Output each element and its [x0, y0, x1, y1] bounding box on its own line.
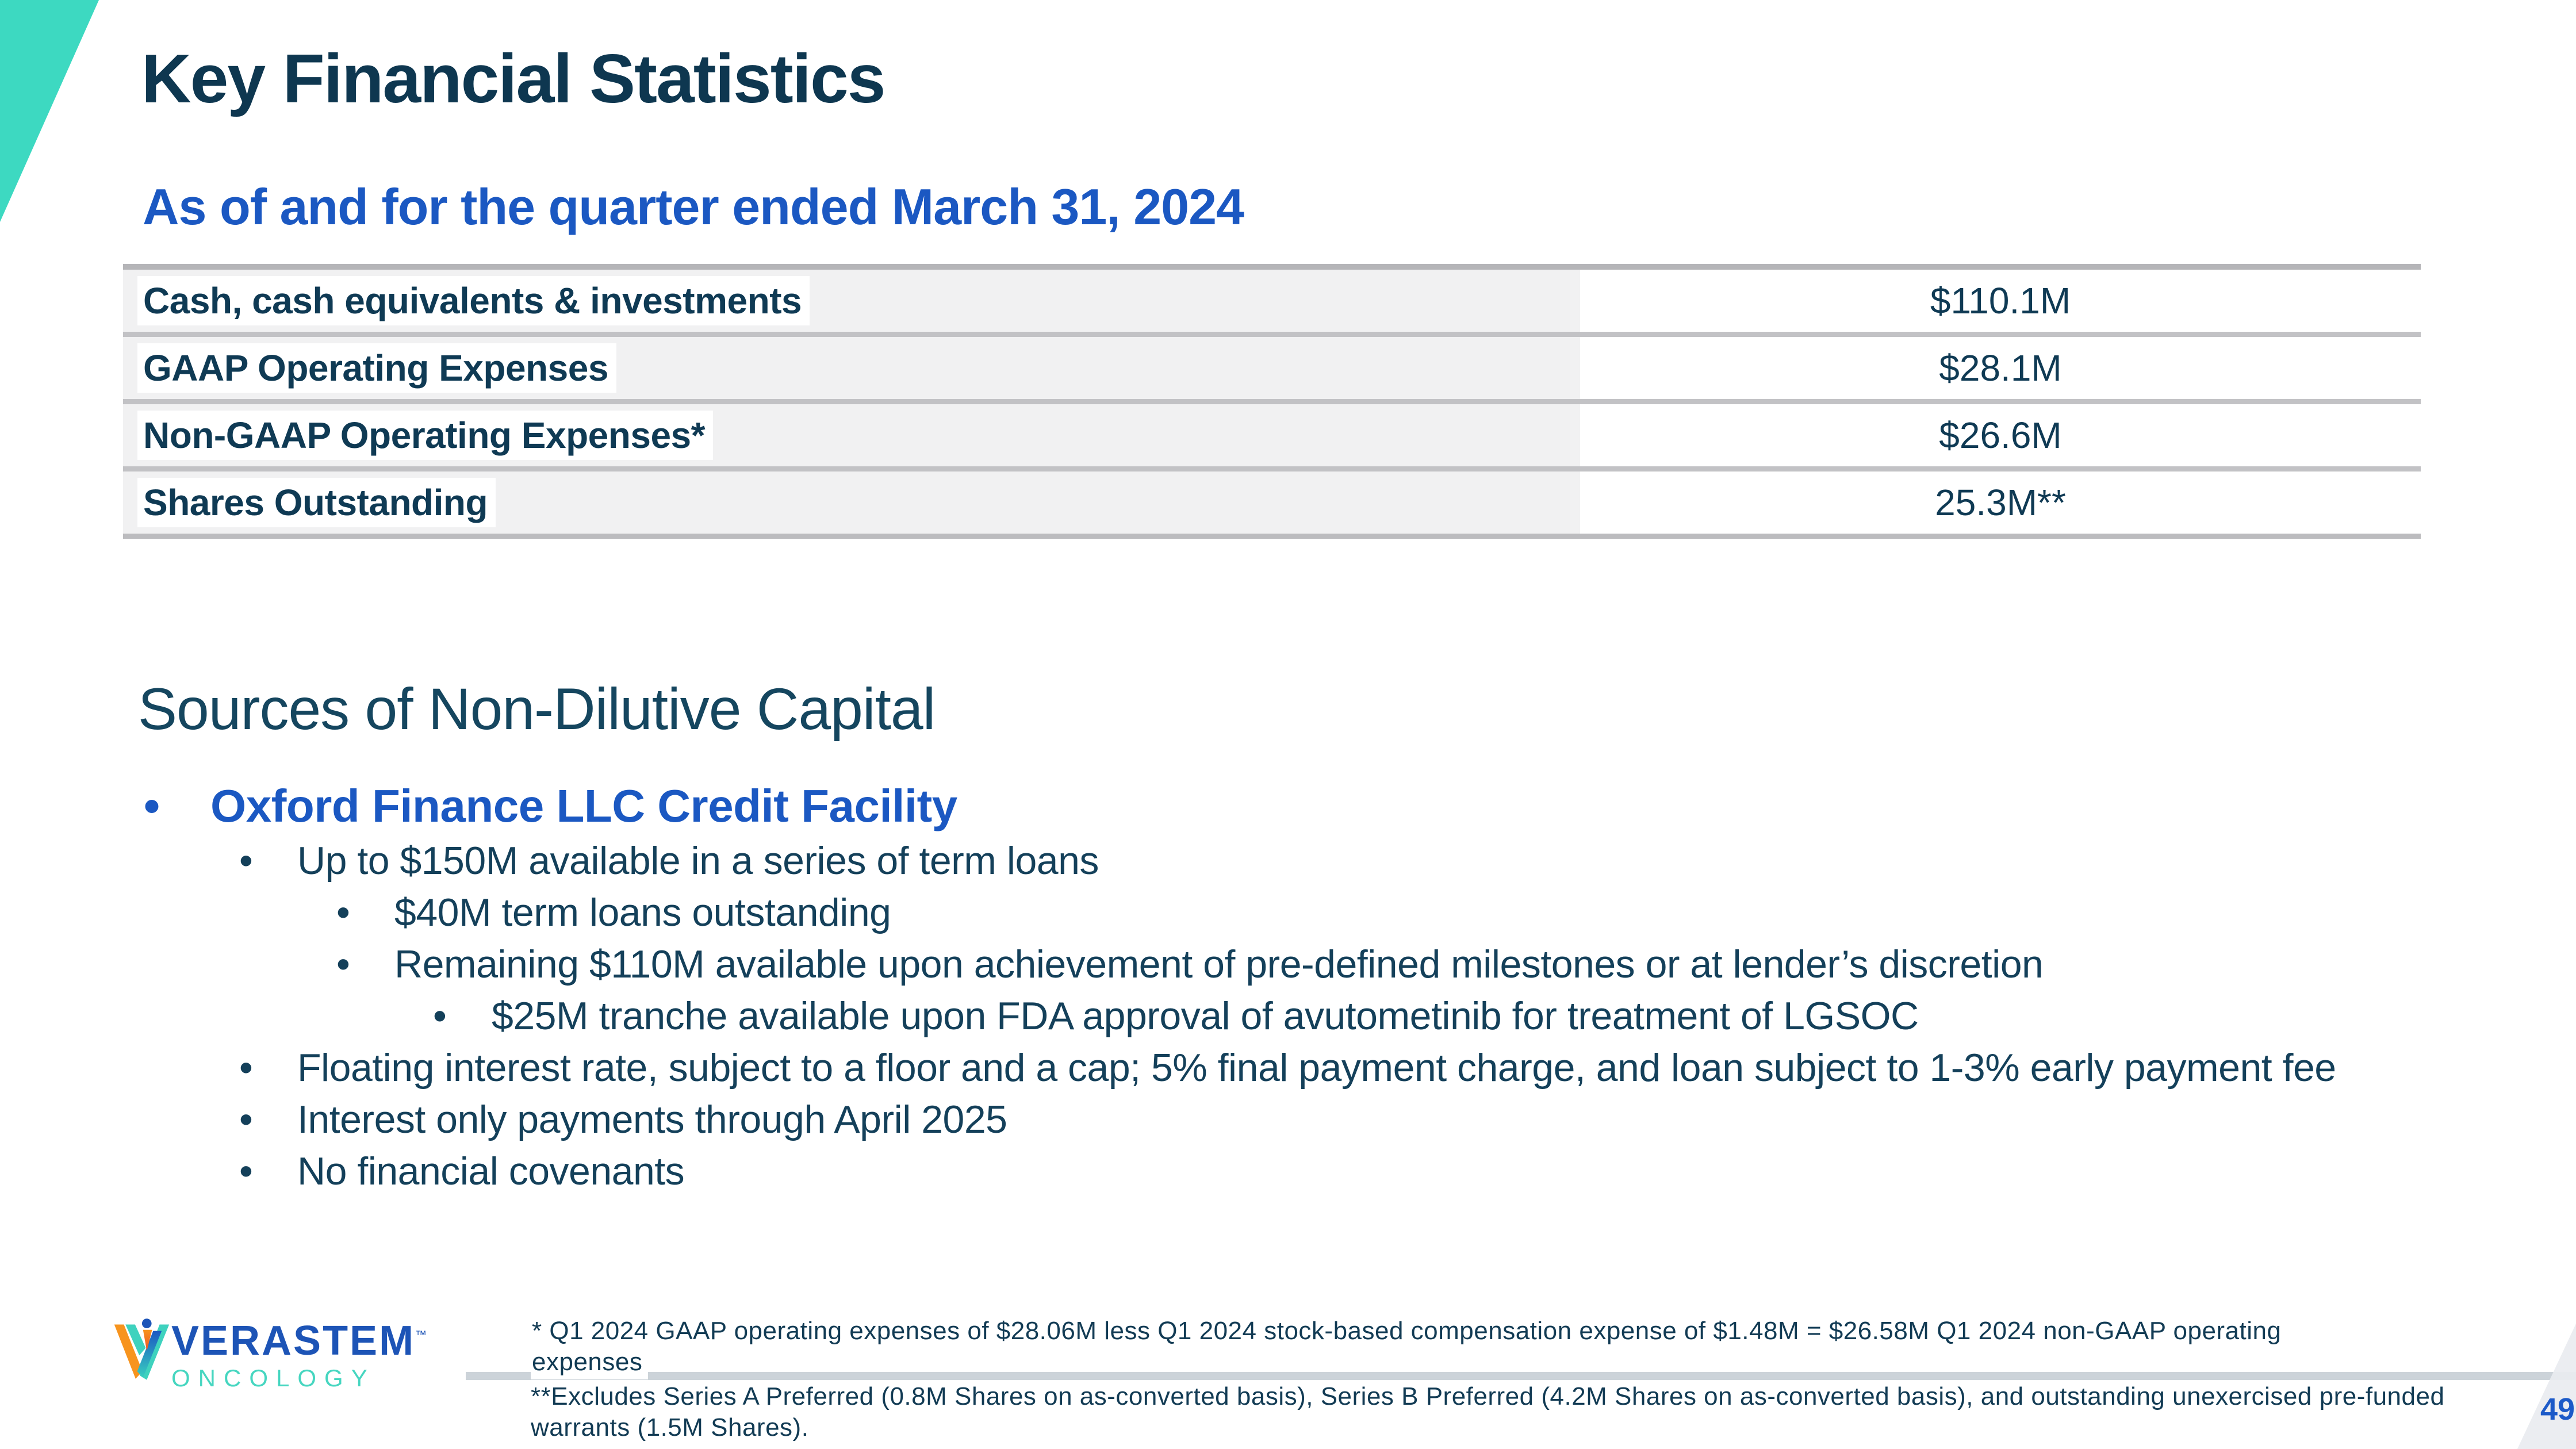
verastem-v-mark-icon [113, 1316, 170, 1386]
bullet-text: Floating interest rate, subject to a flo… [297, 1046, 2336, 1090]
table-row-cash: Cash, cash equivalents & investments $11… [123, 270, 2421, 337]
footnote-non-gaap-reconciliation: * Q1 2024 GAAP operating expenses of $28… [531, 1316, 2287, 1379]
trademark-symbol: ™ [415, 1329, 427, 1341]
table-row-label: Cash, cash equivalents & investments [137, 276, 810, 325]
corner-wedge-decoration [2517, 1324, 2576, 1449]
bullet-text: $25M tranche available upon FDA approval… [492, 994, 1919, 1038]
bullet-40m-outstanding: $40M term loans outstanding [0, 887, 2576, 938]
bullet-text: $40M term loans outstanding [394, 891, 891, 934]
slide-title: Key Financial Statistics [141, 40, 886, 117]
table-row-value: $26.6M [1580, 404, 2421, 466]
table-row-non-gaap-opex: Non-GAAP Operating Expenses* $26.6M [123, 404, 2421, 471]
financials-table: Cash, cash equivalents & investments $11… [123, 264, 2421, 539]
table-row-shares-outstanding: Shares Outstanding 25.3M** [123, 471, 2421, 534]
bullet-text: Interest only payments through April 202… [297, 1098, 1007, 1141]
bullet-25m-tranche: $25M tranche available upon FDA approval… [0, 990, 2576, 1042]
table-label-cell: Non-GAAP Operating Expenses* [123, 404, 1580, 466]
table-row-value: 25.3M** [1580, 471, 2421, 534]
table-row-value: $110.1M [1580, 270, 2421, 332]
bullet-up-to-150m: Up to $150M available in a series of ter… [0, 835, 2576, 887]
sources-bullet-list: Oxford Finance LLC Credit Facility Up to… [0, 777, 2576, 1197]
footnote-text: * Q1 2024 GAAP operating expenses of $28… [531, 1316, 2287, 1379]
logo-brand-name: VERASTEM™ [171, 1313, 427, 1363]
table-label-cell: Cash, cash equivalents & investments [123, 270, 1580, 332]
table-row-gaap-opex: GAAP Operating Expenses $28.1M [123, 337, 2421, 404]
corner-accent-triangle [0, 0, 99, 222]
table-label-cell: GAAP Operating Expenses [123, 337, 1580, 399]
sources-section-heading: Sources of Non-Dilutive Capital [138, 676, 936, 742]
logo-sub-brand: ONCOLOGY [171, 1364, 375, 1392]
table-label-cell: Shares Outstanding [123, 471, 1580, 534]
bullet-text: Up to $150M available in a series of ter… [297, 839, 1099, 883]
footnote-shares-exclusions: **Excludes Series A Preferred (0.8M Shar… [531, 1381, 2444, 1443]
bullet-no-financial-covenants: No financial covenants [0, 1145, 2576, 1197]
bullet-text: Oxford Finance LLC Credit Facility [210, 780, 957, 831]
page-number: 49 [2540, 1392, 2575, 1427]
bullet-interest-only-payments: Interest only payments through April 202… [0, 1094, 2576, 1145]
footnote-text: **Excludes Series A Preferred (0.8M Shar… [531, 1382, 2445, 1442]
brand-text: VERASTEM [171, 1318, 416, 1364]
bullet-text: Remaining $110M available upon achieveme… [394, 942, 2044, 986]
bullet-oxford-credit-facility: Oxford Finance LLC Credit Facility [0, 777, 2576, 835]
table-row-label: Non-GAAP Operating Expenses* [137, 411, 714, 460]
logo-wordmark: VERASTEM™ ONCOLOGY [171, 1313, 427, 1393]
bullet-floating-interest-rate: Floating interest rate, subject to a flo… [0, 1042, 2576, 1094]
footer-divider-bar [466, 1372, 2576, 1380]
slide-subtitle: As of and for the quarter ended March 31… [143, 178, 1244, 235]
table-row-label: Shares Outstanding [137, 478, 496, 527]
table-row-label: GAAP Operating Expenses [137, 343, 616, 393]
bullet-text: No financial covenants [297, 1149, 685, 1193]
table-row-value: $28.1M [1580, 337, 2421, 399]
bullet-remaining-110m: Remaining $110M available upon achieveme… [0, 938, 2576, 990]
